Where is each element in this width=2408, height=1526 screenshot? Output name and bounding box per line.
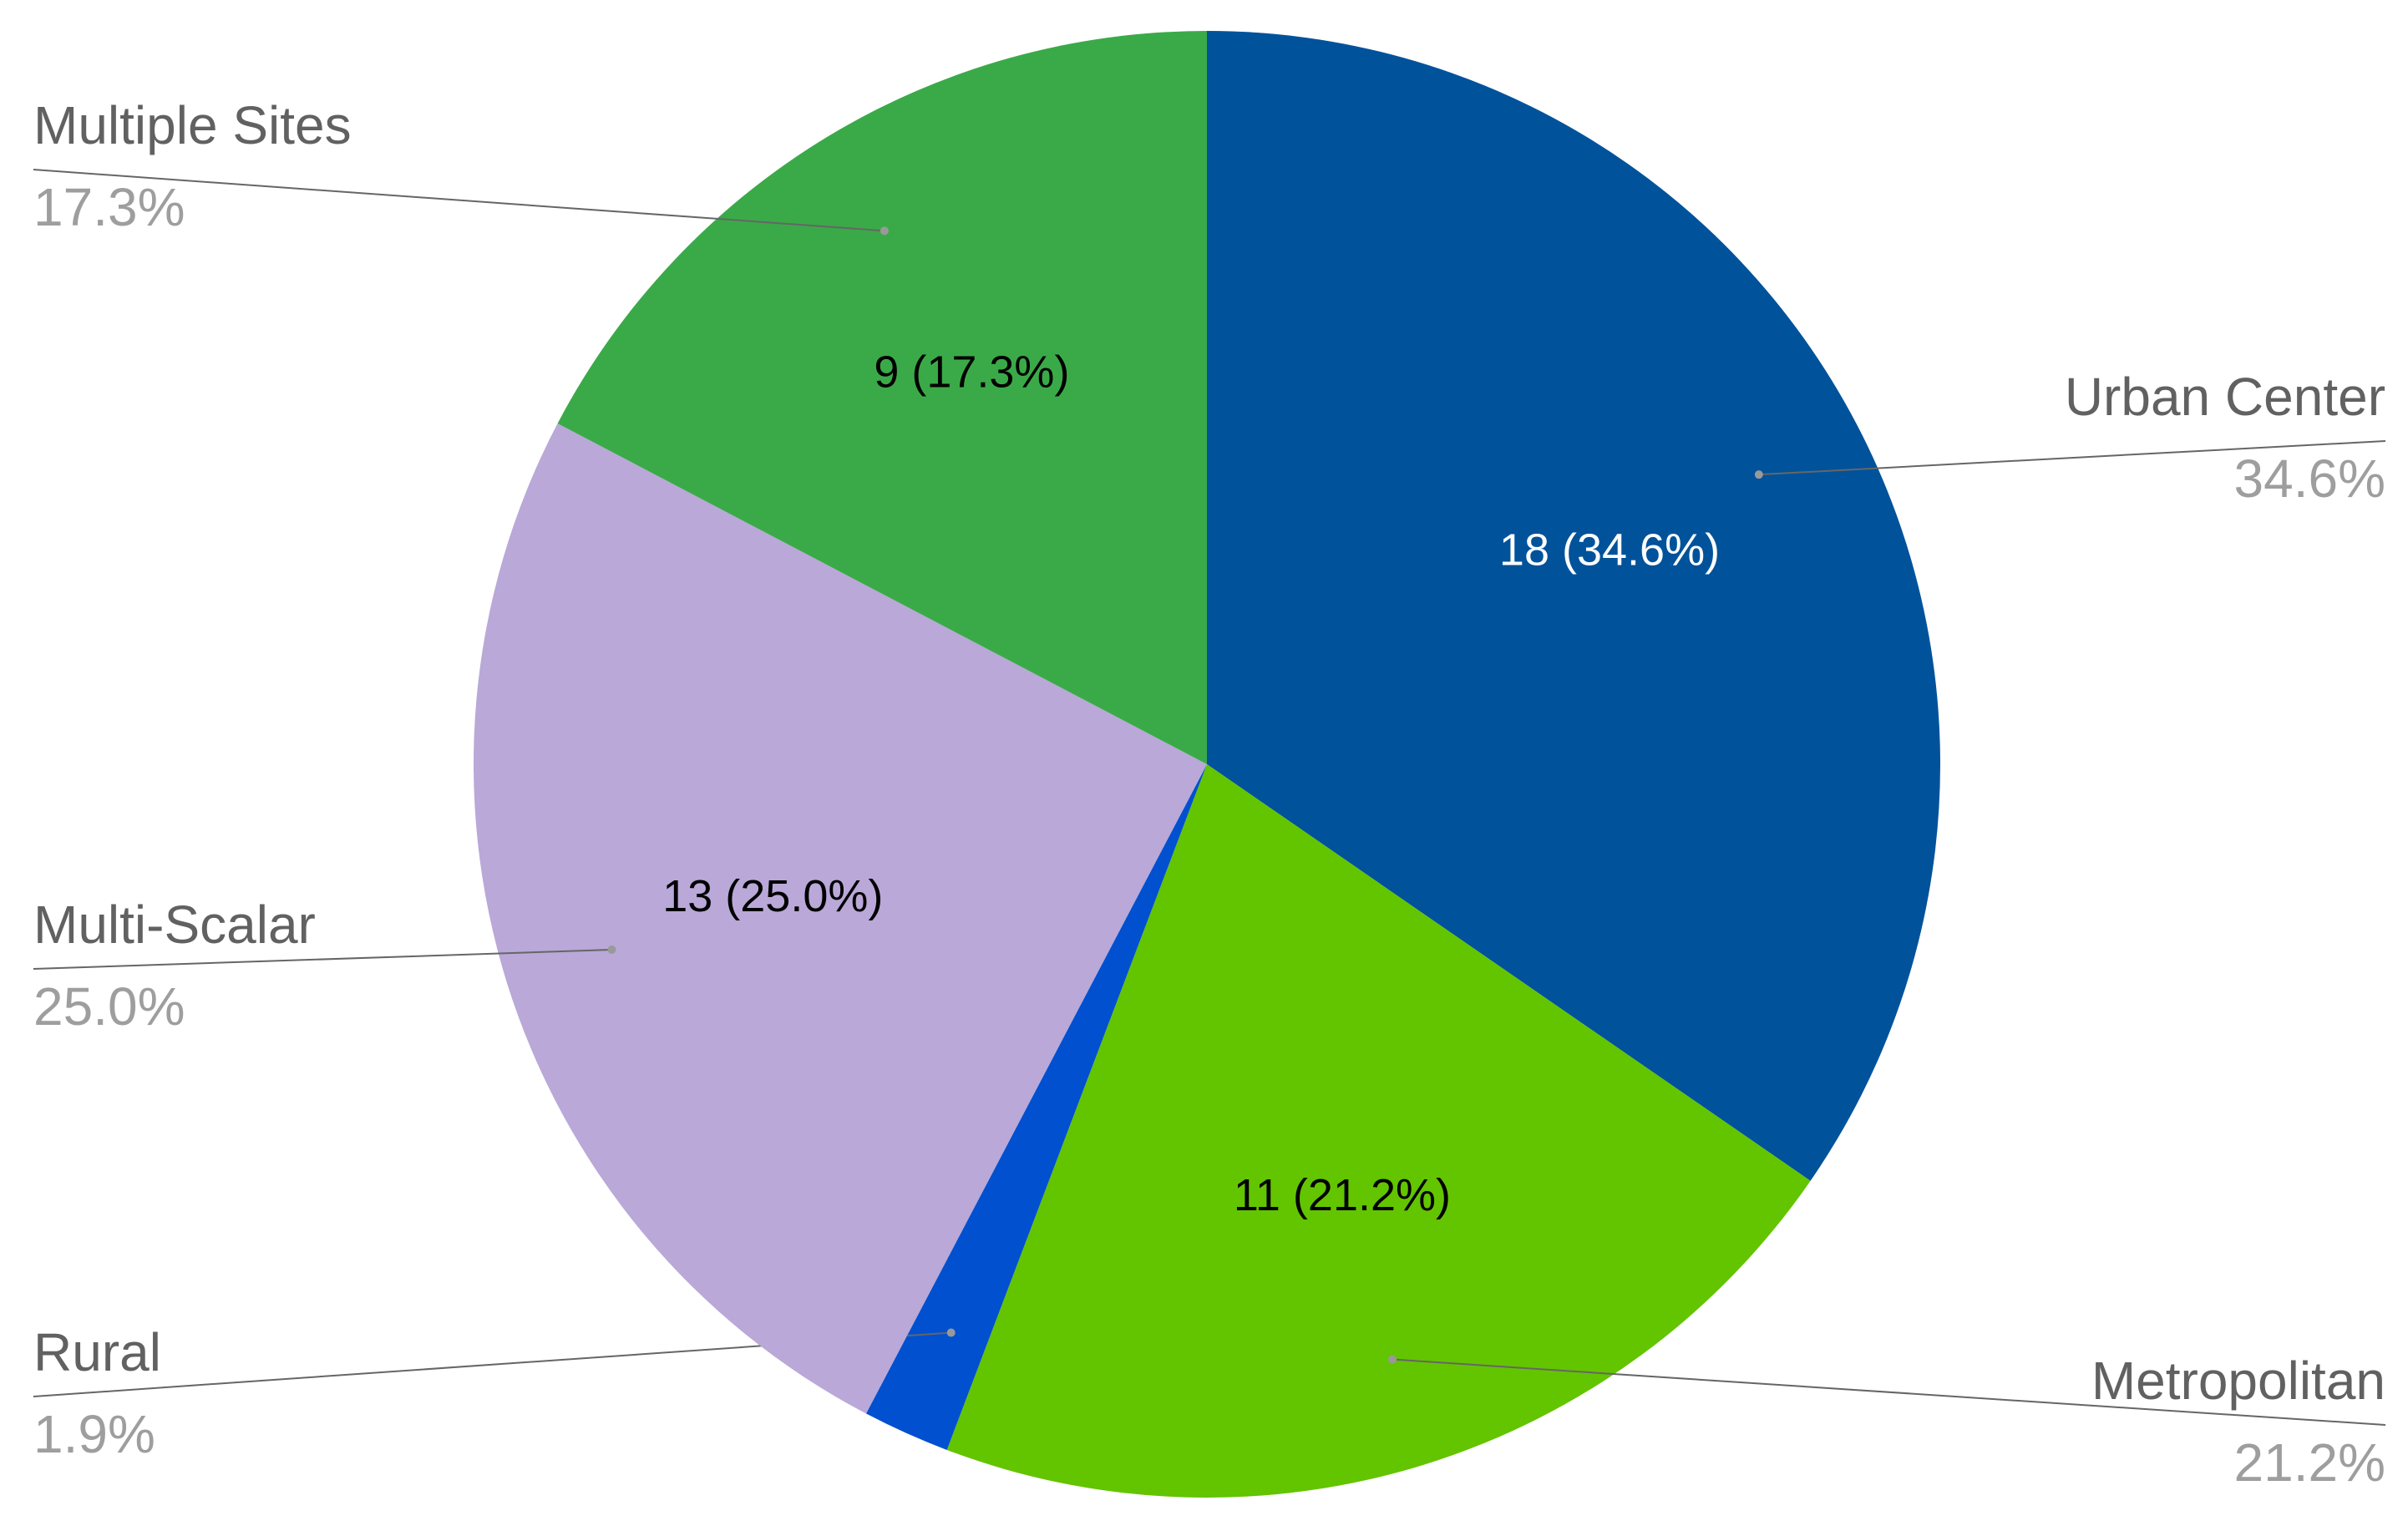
slice-label: 18 (34.6%)	[1499, 525, 1720, 575]
pie-slice	[557, 31, 1207, 764]
leader-dot	[1754, 470, 1763, 479]
slice-percent: 34.6%	[2234, 449, 2385, 509]
pie-slice	[865, 764, 1207, 1450]
pie-slice	[473, 423, 1207, 1414]
leader-line	[1758, 440, 2386, 476]
leader-line	[33, 949, 612, 970]
slice-name: Multi-Scalar	[33, 895, 316, 955]
pie-slice	[946, 764, 1811, 1498]
slice-percent: 21.2%	[2234, 1432, 2385, 1493]
leader-dot	[946, 1328, 956, 1337]
slice-percent: 17.3%	[33, 177, 185, 237]
pie-slice	[1207, 31, 1940, 1181]
slice-label: 9 (17.3%)	[874, 347, 1069, 397]
leader-dot	[607, 946, 616, 955]
slice-label: 11 (21.2%)	[1234, 1170, 1451, 1220]
leader-dot	[880, 226, 889, 236]
slice-percent: 25.0%	[33, 976, 185, 1037]
leader-line	[33, 169, 885, 232]
leader-dot	[1388, 1355, 1397, 1364]
slice-name: Multiple Sites	[33, 95, 352, 155]
slice-name: Metropolitan	[2091, 1351, 2385, 1411]
slice-label: 13 (25.0%)	[662, 871, 883, 921]
slice-name: Urban Center	[2065, 367, 2385, 427]
slice-percent: 1.9%	[33, 1404, 155, 1464]
slice-name: Rural	[33, 1322, 161, 1382]
leader-line	[1392, 1358, 2386, 1426]
